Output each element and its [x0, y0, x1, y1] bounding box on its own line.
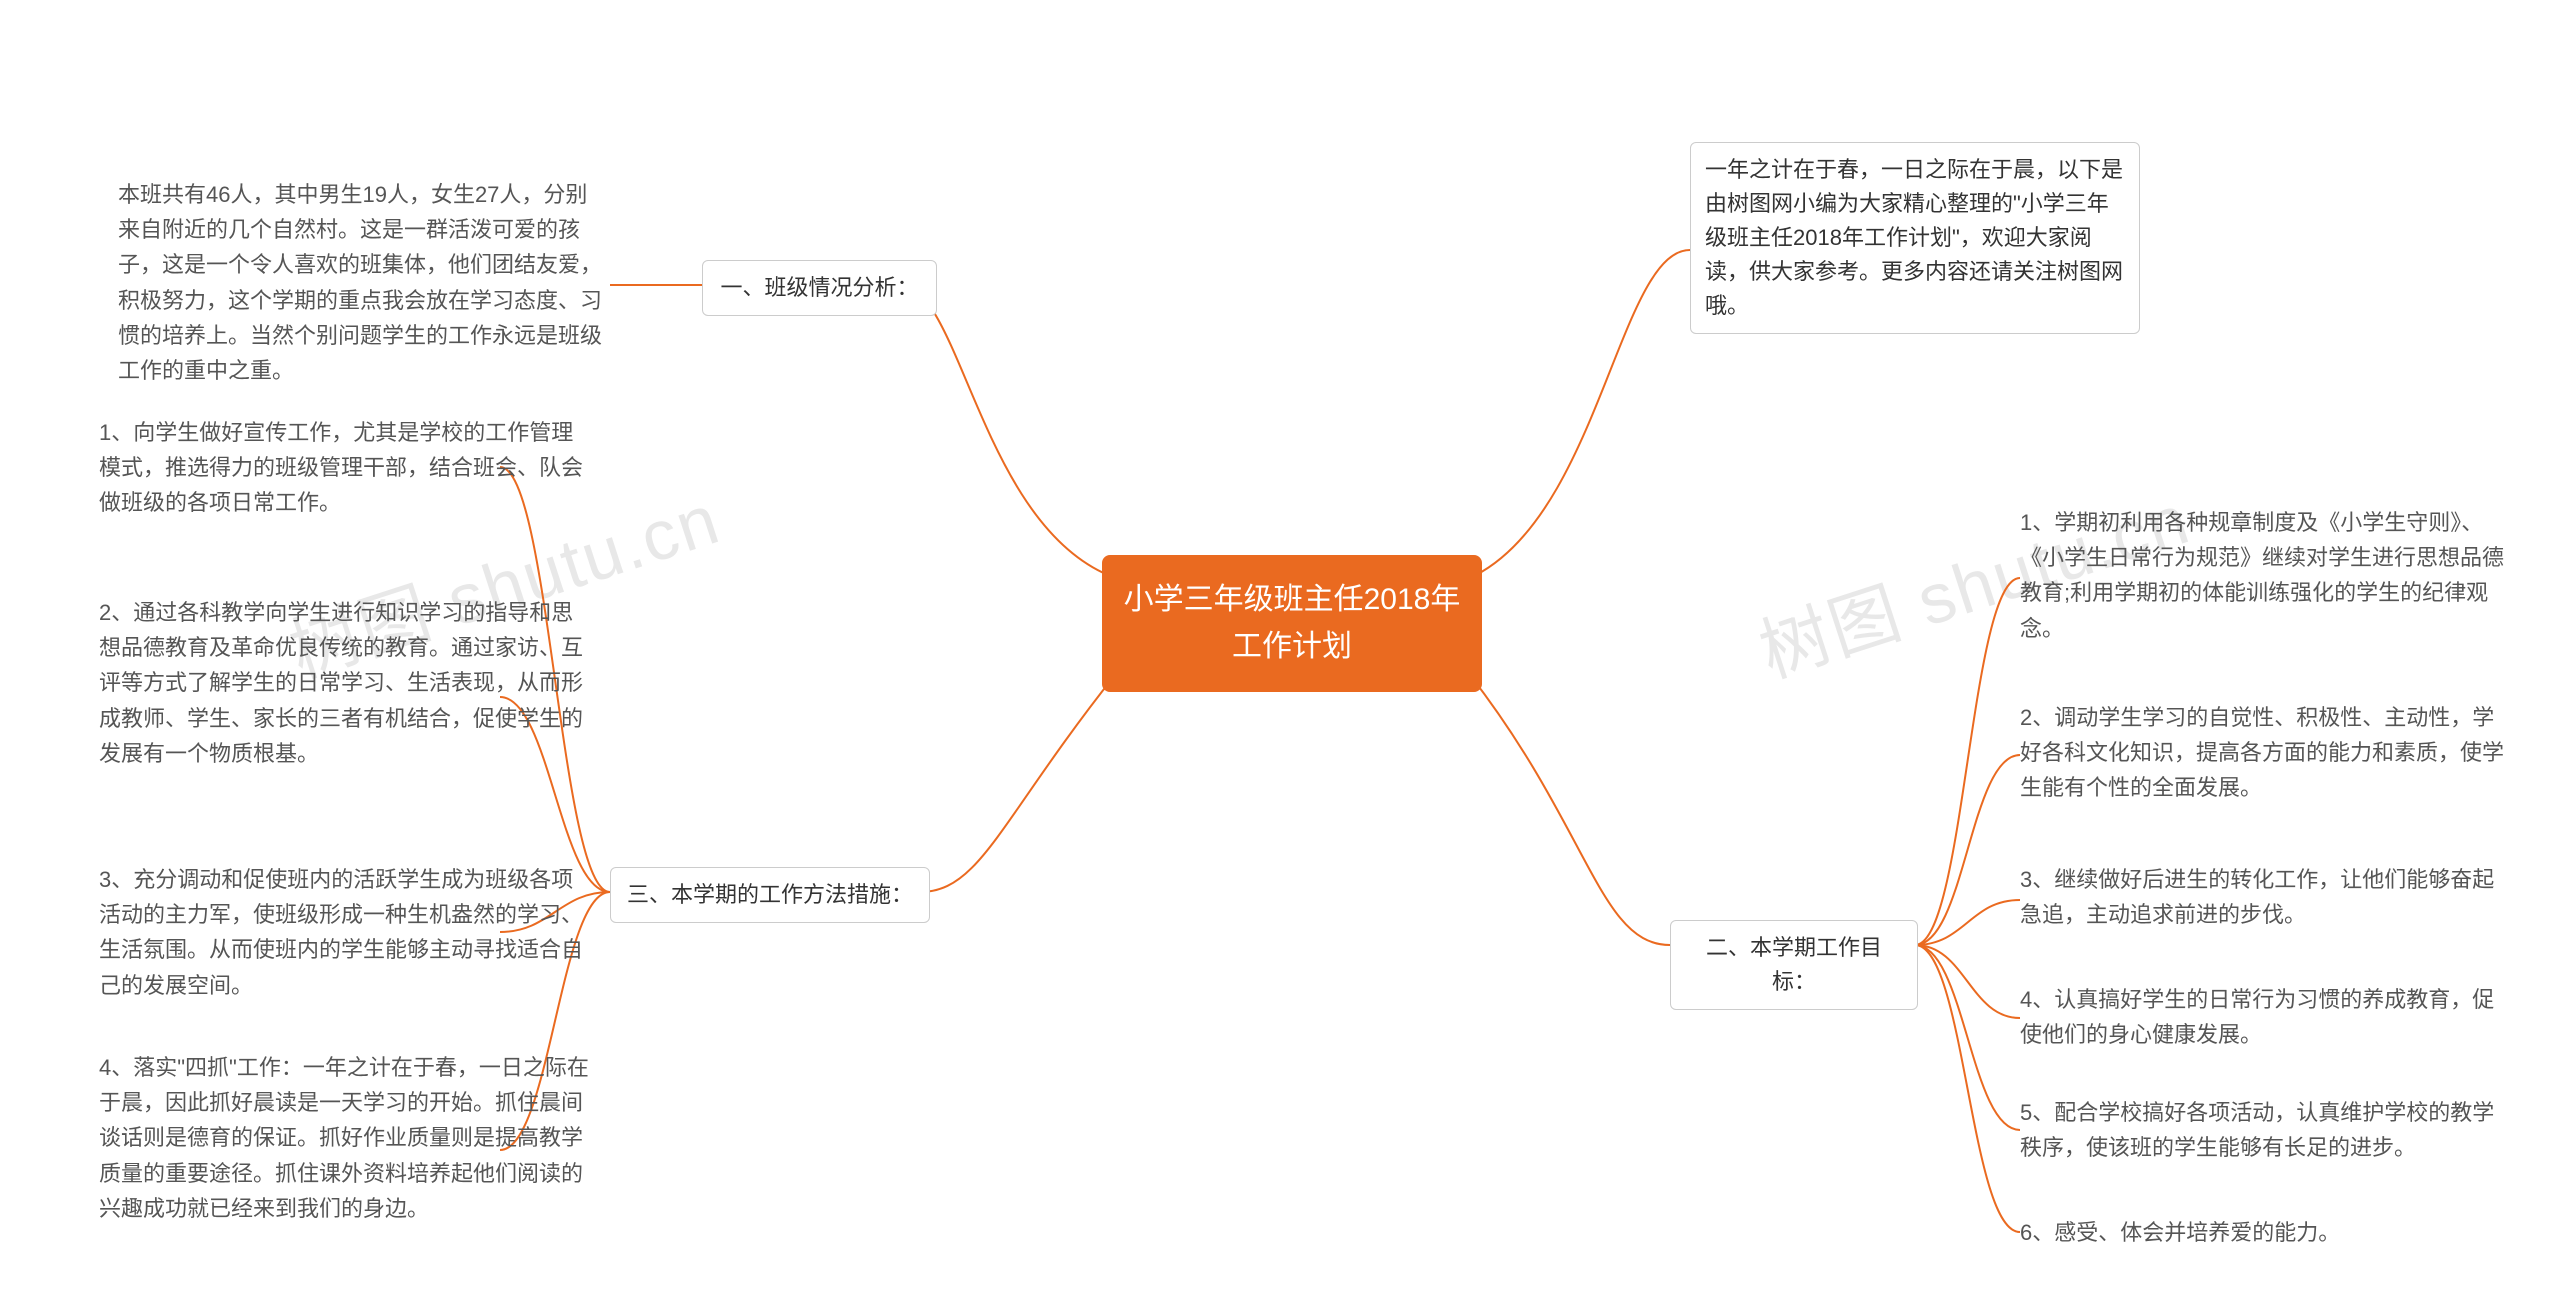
mindmap-canvas: 树图 shutu.cn 树图 shutu.cn	[0, 0, 2560, 1305]
branch1-title: 一、班级情况分析：	[720, 275, 918, 300]
branch3-leaf3-text: 3、充分调动和促使班内的活跃学生成为班级各项活动的主力军，使班级形成一种生机盎然…	[99, 867, 583, 998]
intro-node[interactable]: 一年之计在于春，一日之际在于晨，以下是由树图网小编为大家精心整理的"小学三年级班…	[1690, 142, 2140, 334]
branch2-leaf2-text: 2、调动学生学习的自觉性、积极性、主动性，学好各科文化知识，提高各方面的能力和素…	[2020, 705, 2504, 800]
branch2-node[interactable]: 二、本学期工作目标：	[1670, 920, 1918, 1010]
branch3-title: 三、本学期的工作方法措施：	[627, 882, 913, 907]
branch3-leaf2[interactable]: 2、通过各科教学向学生进行知识学习的指导和思想品德教育及革命优良传统的教育。通过…	[99, 595, 589, 771]
branch2-leaf4-text: 4、认真搞好学生的日常行为习惯的养成教育，促使他们的身心健康发展。	[2020, 987, 2494, 1047]
branch2-leaf4[interactable]: 4、认真搞好学生的日常行为习惯的养成教育，促使他们的身心健康发展。	[2020, 982, 2510, 1052]
branch2-leaf5-text: 5、配合学校搞好各项活动，认真维护学校的教学秩序，使该班的学生能够有长足的进步。	[2020, 1100, 2494, 1160]
branch1-leaf1[interactable]: 本班共有46人，其中男生19人，女生27人，分别来自附近的几个自然村。这是一群活…	[118, 177, 608, 388]
branch2-leaf1[interactable]: 1、学期初利用各种规章制度及《小学生守则》、《小学生日常行为规范》继续对学生进行…	[2020, 505, 2510, 646]
branch3-leaf2-text: 2、通过各科教学向学生进行知识学习的指导和思想品德教育及革命优良传统的教育。通过…	[99, 600, 583, 766]
branch3-leaf3[interactable]: 3、充分调动和促使班内的活跃学生成为班级各项活动的主力军，使班级形成一种生机盎然…	[99, 862, 589, 1003]
intro-text: 一年之计在于春，一日之际在于晨，以下是由树图网小编为大家精心整理的"小学三年级班…	[1705, 157, 2123, 318]
branch2-leaf6[interactable]: 6、感受、体会并培养爱的能力。	[2020, 1215, 2510, 1250]
branch2-leaf5[interactable]: 5、配合学校搞好各项活动，认真维护学校的教学秩序，使该班的学生能够有长足的进步。	[2020, 1095, 2510, 1165]
branch3-leaf4-text: 4、落实"四抓"工作：一年之计在于春，一日之际在于晨，因此抓好晨读是一天学习的开…	[99, 1055, 589, 1221]
branch3-leaf1[interactable]: 1、向学生做好宣传工作，尤其是学校的工作管理模式，推选得力的班级管理干部，结合班…	[99, 415, 589, 521]
branch2-leaf3-text: 3、继续做好后进生的转化工作，让他们能够奋起急追，主动追求前进的步伐。	[2020, 867, 2494, 927]
branch3-node[interactable]: 三、本学期的工作方法措施：	[610, 867, 930, 923]
branch2-leaf6-text: 6、感受、体会并培养爱的能力。	[2020, 1220, 2340, 1245]
center-title: 小学三年级班主任2018年 工作计划	[1124, 583, 1461, 663]
center-node[interactable]: 小学三年级班主任2018年 工作计划	[1102, 555, 1482, 692]
branch3-leaf4[interactable]: 4、落实"四抓"工作：一年之计在于春，一日之际在于晨，因此抓好晨读是一天学习的开…	[99, 1050, 589, 1226]
branch2-leaf2[interactable]: 2、调动学生学习的自觉性、积极性、主动性，学好各科文化知识，提高各方面的能力和素…	[2020, 700, 2510, 806]
branch1-leaf1-text: 本班共有46人，其中男生19人，女生27人，分别来自附近的几个自然村。这是一群活…	[118, 182, 602, 383]
branch2-leaf1-text: 1、学期初利用各种规章制度及《小学生守则》、《小学生日常行为规范》继续对学生进行…	[2020, 510, 2504, 641]
branch2-leaf3[interactable]: 3、继续做好后进生的转化工作，让他们能够奋起急追，主动追求前进的步伐。	[2020, 862, 2510, 932]
branch3-leaf1-text: 1、向学生做好宣传工作，尤其是学校的工作管理模式，推选得力的班级管理干部，结合班…	[99, 420, 583, 515]
branch1-node[interactable]: 一、班级情况分析：	[702, 260, 937, 316]
branch2-title: 二、本学期工作目标：	[1706, 935, 1882, 994]
